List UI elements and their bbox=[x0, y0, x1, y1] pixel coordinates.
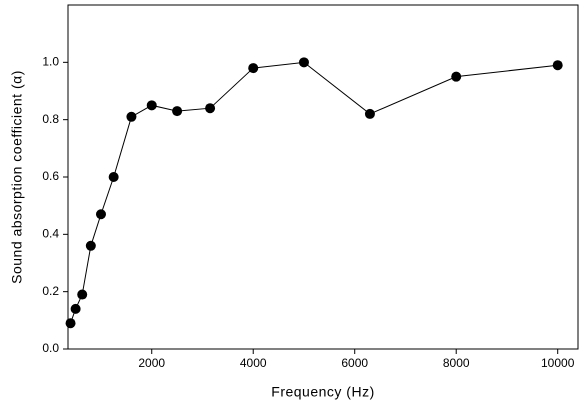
point bbox=[65, 318, 76, 329]
point bbox=[248, 63, 259, 74]
point bbox=[108, 172, 119, 182]
point bbox=[172, 106, 183, 117]
y-tick-label: 0.8 bbox=[42, 112, 59, 126]
point bbox=[146, 100, 157, 111]
y-tick-label: 0.4 bbox=[42, 227, 59, 241]
y-tick-label: 0.0 bbox=[42, 341, 59, 355]
point bbox=[451, 71, 462, 82]
y-tick-label: 0.2 bbox=[42, 284, 59, 298]
x-tick-label: 4000 bbox=[240, 356, 267, 370]
x-tick-label: 8000 bbox=[443, 356, 470, 370]
x-axis-title: Frequency (Hz) bbox=[271, 384, 374, 400]
x-tick-label: 2000 bbox=[138, 356, 165, 370]
point bbox=[70, 303, 81, 314]
plot-frame bbox=[67, 4, 579, 350]
y-tick-label: 1.0 bbox=[42, 55, 59, 69]
x-tick-label: 10000 bbox=[541, 356, 575, 370]
point bbox=[77, 289, 88, 300]
point bbox=[205, 103, 216, 114]
point bbox=[552, 60, 563, 71]
point bbox=[85, 240, 96, 251]
y-axis-title: Sound absorption coefficient (α) bbox=[9, 70, 25, 284]
point bbox=[126, 111, 137, 122]
point bbox=[95, 209, 106, 220]
x-tick-label: 6000 bbox=[341, 356, 368, 370]
y-tick-label: 0.6 bbox=[42, 169, 59, 183]
point bbox=[364, 108, 375, 119]
point bbox=[298, 57, 309, 68]
series-line bbox=[70, 61, 558, 324]
